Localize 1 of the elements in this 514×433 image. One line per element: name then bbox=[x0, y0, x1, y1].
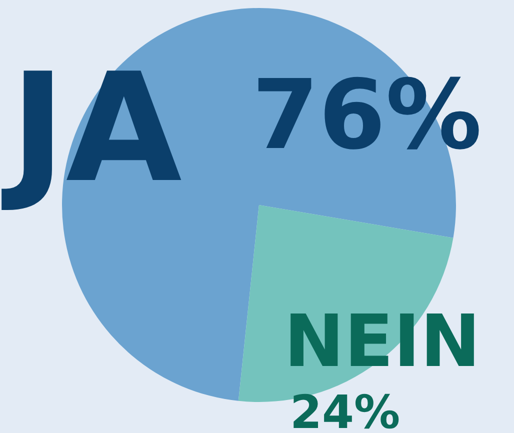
data-label: 24% bbox=[290, 385, 400, 433]
